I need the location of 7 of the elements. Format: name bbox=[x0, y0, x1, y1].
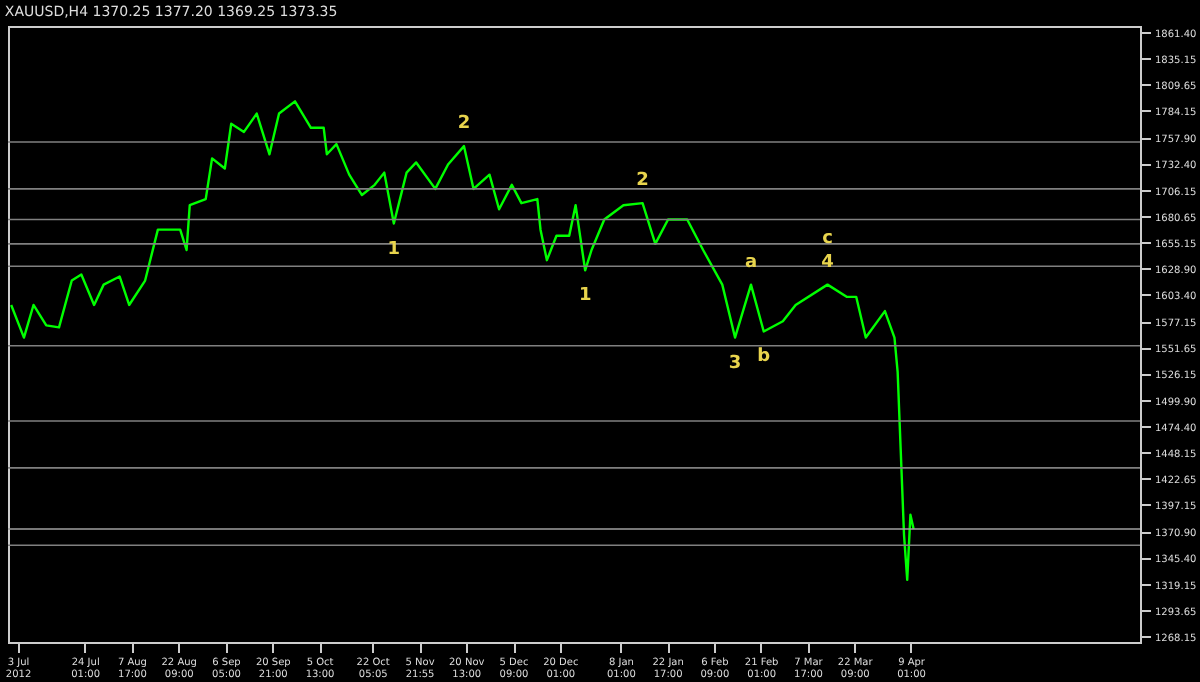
line-series bbox=[9, 100, 915, 582]
annotation: b bbox=[757, 347, 772, 368]
annotation: 2 bbox=[636, 171, 649, 192]
annotation: 2 bbox=[457, 114, 471, 135]
annotation: 3 bbox=[728, 353, 742, 374]
annotation: 1 bbox=[578, 286, 592, 307]
annotation: 1 bbox=[387, 239, 401, 260]
